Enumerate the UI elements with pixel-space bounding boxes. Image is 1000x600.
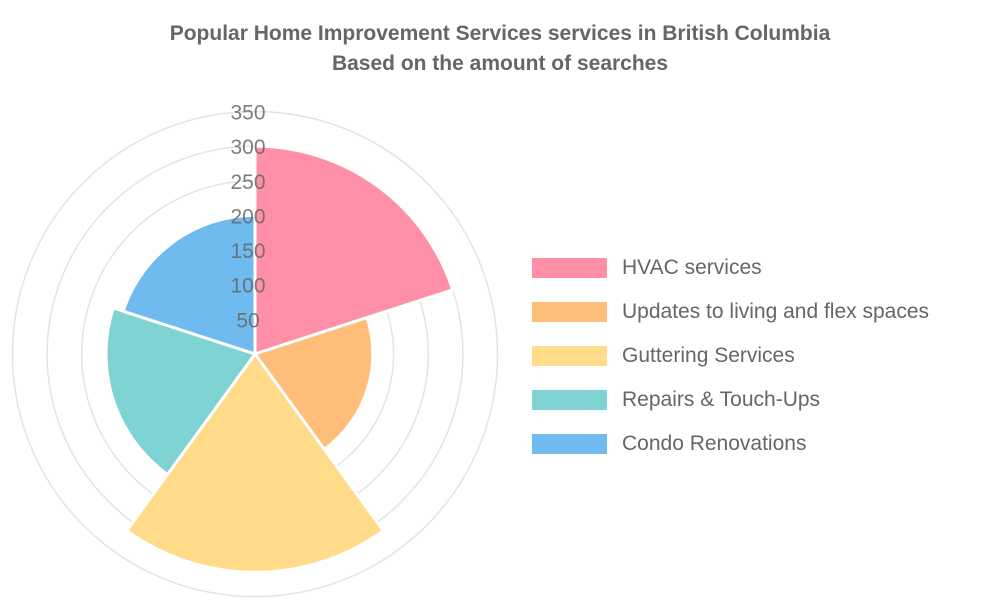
legend-label: Guttering Services [622,344,795,367]
grid-circle [11,110,499,598]
legend-label: HVAC services [622,256,762,279]
legend-item[interactable]: HVAC services [532,246,929,290]
slice-updates-to-living-and-flex-spaces [253,316,375,451]
legend-item[interactable]: Updates to living and flex spaces [532,290,929,334]
slice-condo-renovations [121,213,257,356]
legend-label: Updates to living and flex spaces [622,300,930,323]
slice-hvac-services [253,144,455,356]
legend-item[interactable]: Condo Renovations [532,422,929,466]
legend-swatch [532,390,607,410]
slice-repairs-touch-ups [104,306,257,477]
tick-label: 250 [230,171,265,194]
tick-label: 200 [230,205,265,228]
legend-label: Condo Renovations [622,432,807,455]
legend-item[interactable]: Guttering Services [532,334,929,378]
tick-label: 350 [230,101,265,124]
tick-label: 300 [230,136,265,159]
tick-label: 150 [230,240,265,263]
slice-guttering-services [125,352,385,574]
legend-item[interactable]: Repairs & Touch-Ups [532,378,929,422]
chart-title: Popular Home Improvement Services servic… [169,22,831,45]
chart-slices [104,144,455,574]
chart-subtitle: Based on the amount of searches [331,52,669,75]
legend-label: Repairs & Touch-Ups [622,388,821,411]
legend-swatch [532,302,607,322]
legend-swatch [532,346,607,366]
radial-tick-labels: 50 100 150 200 250 300 350 [230,101,265,332]
legend-swatch [532,258,607,278]
tick-label: 50 [236,309,259,332]
tick-label: 100 [230,275,265,298]
chart-legend: HVAC services Updates to living and flex … [532,246,929,466]
legend-swatch [532,434,607,454]
